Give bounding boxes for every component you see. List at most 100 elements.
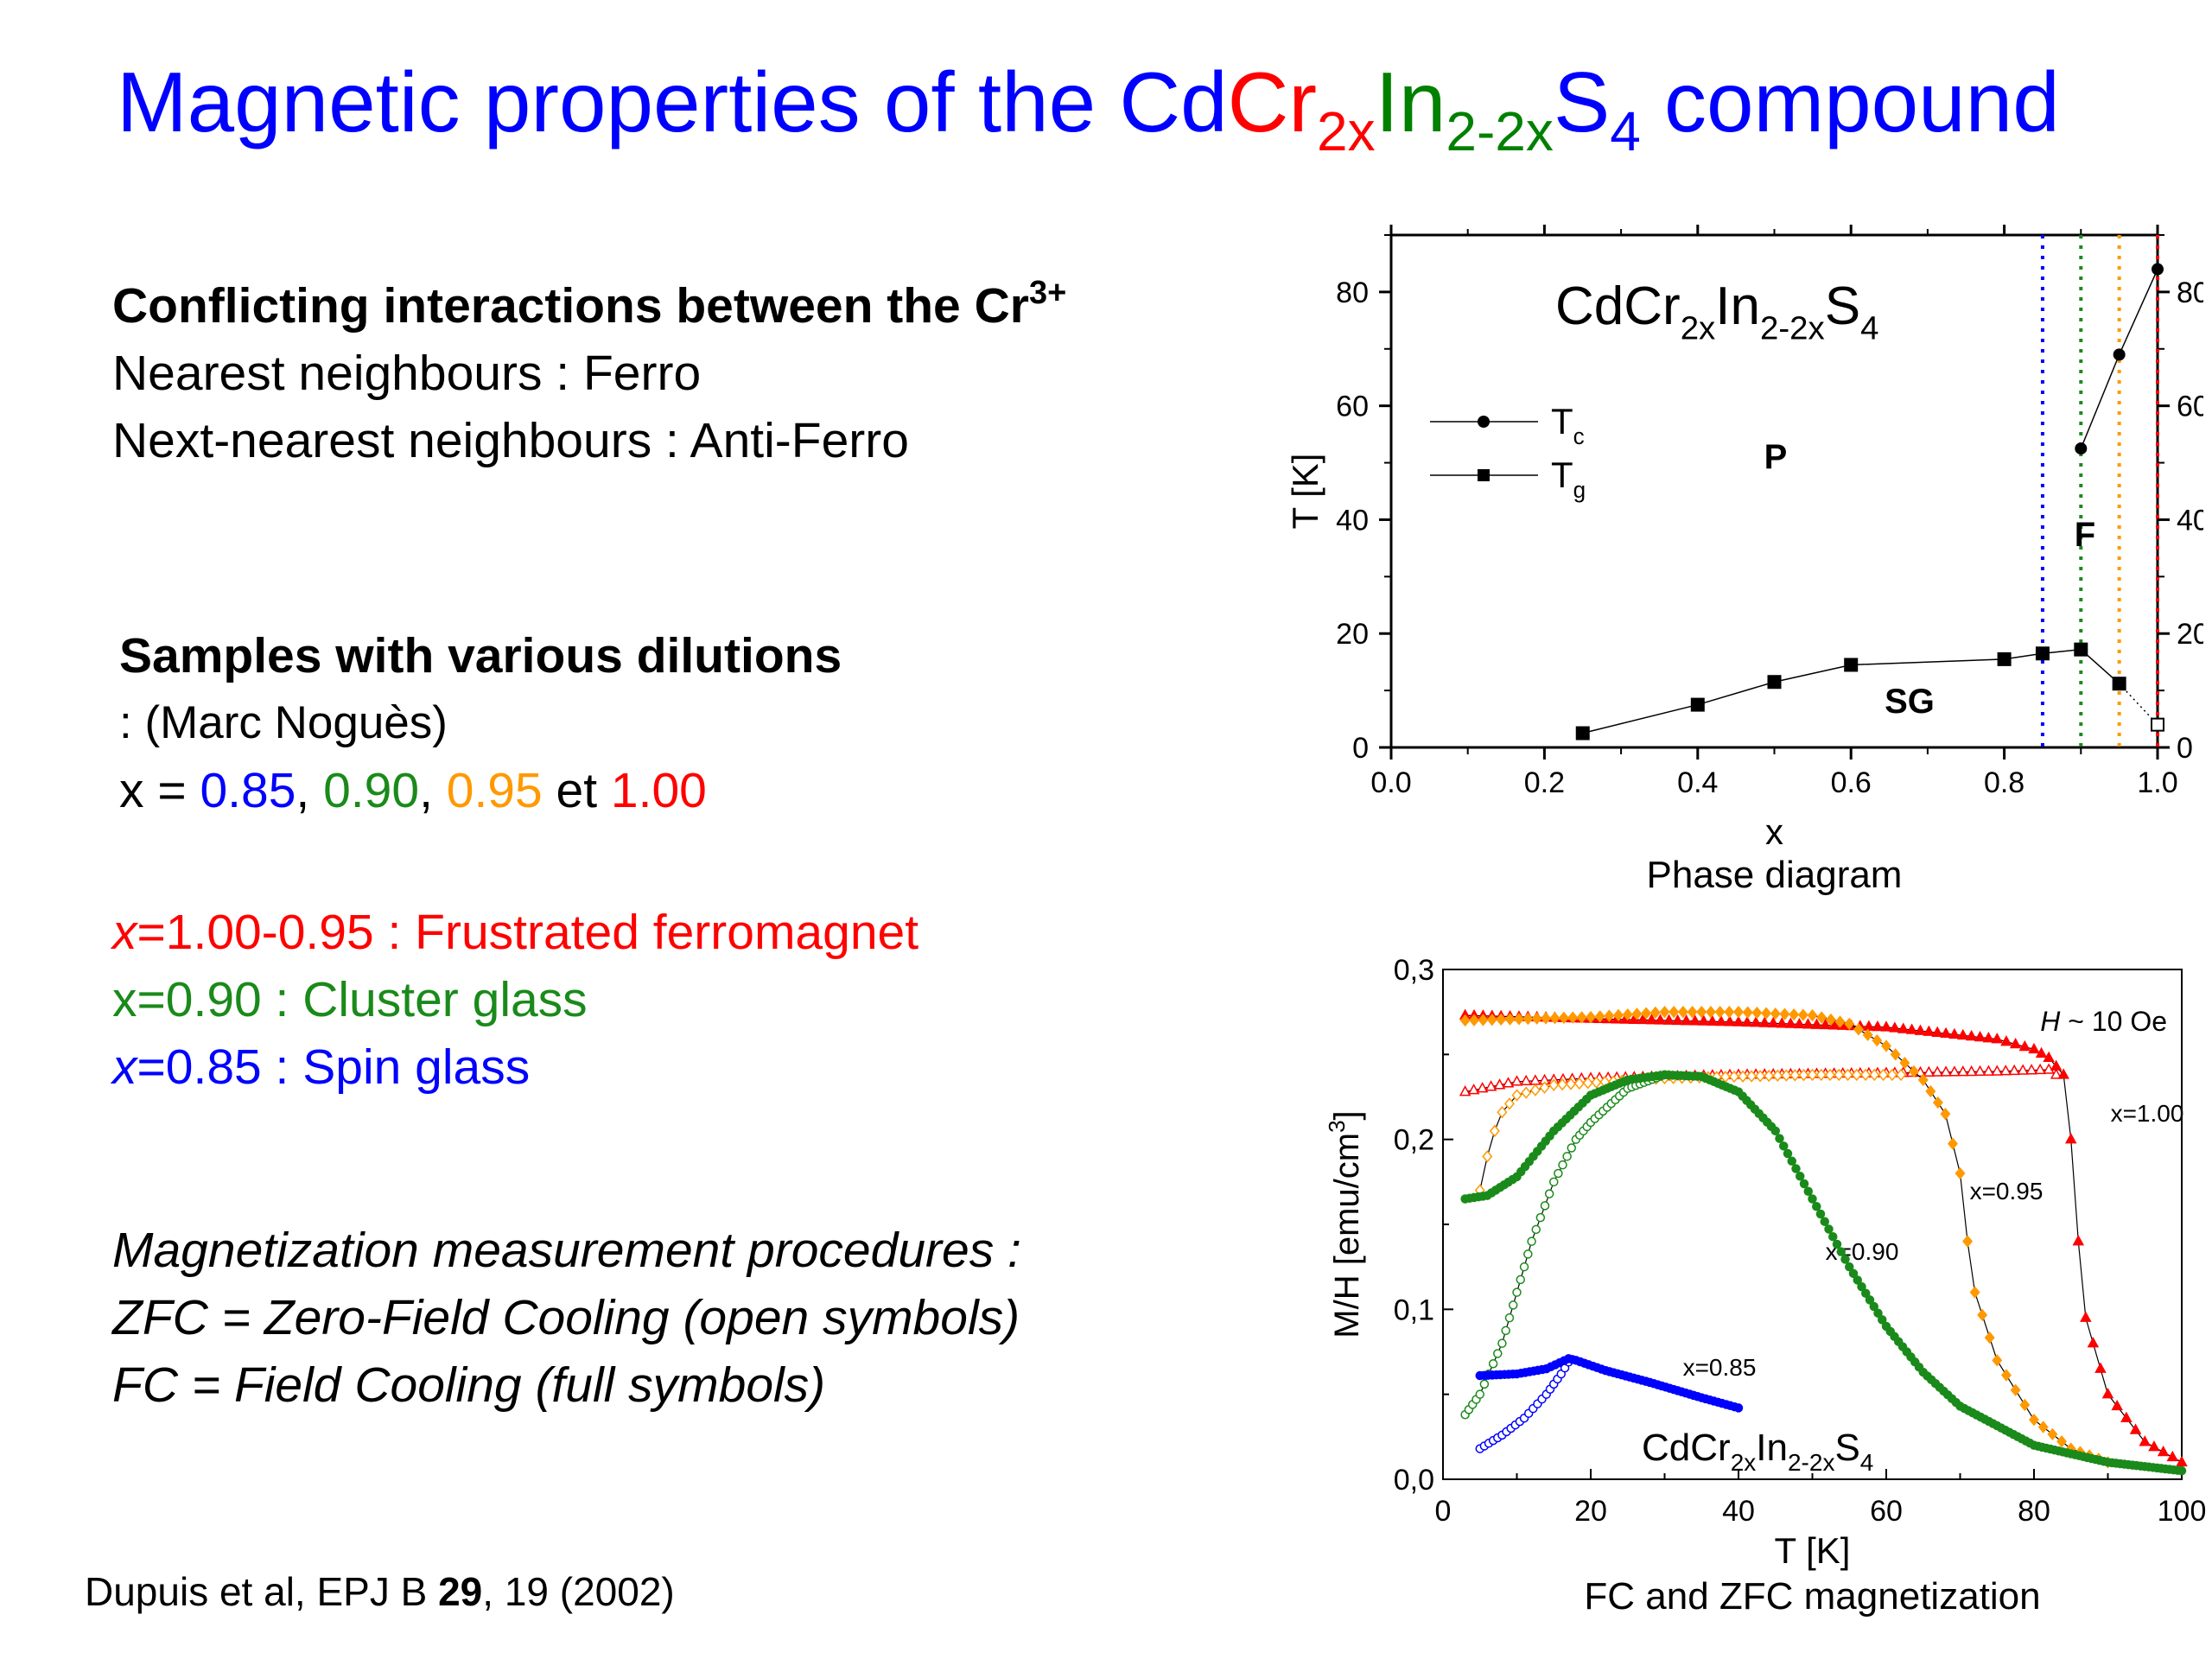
data-point-triangle [1974, 1065, 1986, 1077]
nearest-neighbours-text: Nearest neighbours : Ferro [112, 346, 702, 401]
data-point-triangle [2111, 1399, 2123, 1411]
data-point-triangle [1680, 1014, 1693, 1026]
data-point-triangle [2028, 1042, 2040, 1054]
x-tick-label: 60 [1870, 1495, 1903, 1528]
x-axis-label: x [1765, 811, 1783, 852]
data-point-diamond [1977, 1308, 1988, 1322]
data-point-circle [1531, 1224, 1541, 1235]
data-point-circle [1812, 1201, 1821, 1211]
data-point-diamond [1459, 1014, 1471, 1027]
data-point-circle [1861, 1288, 1871, 1299]
data-point-diamond [1899, 1056, 1910, 1070]
x-tick-label: 0.6 [1831, 766, 1872, 799]
y-tick-label: 0,0 [1394, 1464, 1434, 1497]
data-point-triangle [1982, 1032, 1995, 1043]
data-point-circle [1832, 1239, 1842, 1249]
data-point-circle [1475, 1389, 1484, 1399]
data-point-diamond [1714, 1005, 1726, 1019]
data-point-triangle [1810, 1018, 1823, 1029]
data-point-diamond [1631, 1007, 1643, 1020]
data-point-diamond [1521, 1086, 1532, 1099]
data-point-triangle [1923, 1025, 1936, 1036]
data-point-diamond [2029, 1413, 2039, 1427]
data-point-triangle [2017, 1064, 2029, 1075]
data-point-triangle [1957, 1065, 1969, 1077]
data-point-triangle [2166, 1450, 2179, 1462]
data-point-triangle [1724, 1015, 1736, 1027]
data-point-diamond [1586, 1010, 1596, 1024]
data-point-diamond [1677, 1005, 1688, 1019]
data-point-diamond [1842, 1068, 1853, 1082]
plot-frame [1442, 969, 2183, 1480]
data-point-diamond [1582, 1077, 1593, 1090]
data-point-triangle [2064, 1133, 2077, 1144]
data-point-diamond [1497, 1106, 1508, 1119]
data-point-triangle [1758, 1016, 1770, 1027]
data-point-diamond [1955, 1166, 1966, 1180]
region-label-f: F [2075, 516, 2095, 554]
data-point-triangle [1991, 1065, 2004, 1076]
data-point-diamond [1789, 1007, 1800, 1021]
procedures-block: Magnetization measurement procedures : Z… [112, 1217, 1021, 1419]
tg-point [1690, 697, 1705, 712]
regimes-block: x=1.00-0.95 : Frustrated ferromagnet x=0… [112, 899, 918, 1101]
data-point-triangle [1914, 1024, 1927, 1035]
data-point-circle [1516, 1274, 1526, 1285]
data-point-circle [1808, 1194, 1817, 1204]
data-point-circle [1820, 1217, 1829, 1226]
data-point-diamond [1641, 1007, 1652, 1020]
data-point-circle [1540, 1201, 1550, 1211]
tc-point [2152, 263, 2164, 276]
data-point-circle [1815, 1209, 1826, 1219]
series-label: x=1.00 [2111, 1100, 2184, 1127]
data-point-diamond [1851, 1068, 1862, 1082]
data-point-diamond [1594, 1010, 1605, 1023]
data-point-triangle [1715, 1014, 1727, 1027]
data-point-diamond [1834, 1068, 1845, 1082]
data-point-triangle [1741, 1015, 1753, 1027]
data-point-diamond [1807, 1008, 1818, 1022]
data-point-circle [1783, 1148, 1793, 1159]
next-nearest-neighbours-text: Next-nearest neighbours : Anti-Ferro [112, 413, 909, 468]
data-point-circle [1519, 1262, 1529, 1272]
data-point-circle [1779, 1141, 1789, 1151]
x-tick-label: 0.4 [1677, 766, 1718, 799]
data-point-diamond [1815, 1068, 1827, 1082]
data-point-circle [1488, 1359, 1498, 1369]
y-tick-label-right: 20 [2177, 618, 2203, 651]
data-point-diamond [1890, 1048, 1901, 1061]
samples-heading: Samples with various dilutions [119, 628, 842, 683]
cluster-line: x=0.90 : Cluster glass [112, 972, 588, 1027]
data-point-circle [1544, 1189, 1554, 1198]
data-point-triangle [1880, 1020, 1892, 1032]
y-tick-label: 0,1 [1394, 1294, 1434, 1326]
y-tick-label-right: 60 [2177, 391, 2203, 423]
data-point-diamond [1539, 1081, 1550, 1094]
tc-point [2113, 348, 2126, 361]
legend-marker-tg [1478, 469, 1490, 481]
data-point-triangle [1637, 1013, 1649, 1025]
data-point-diamond [2037, 1421, 2049, 1433]
data-point-diamond [1917, 1073, 1929, 1087]
x-tick-label: 40 [1722, 1495, 1755, 1528]
data-point-diamond [1522, 1012, 1534, 1026]
legend-label-tc: Tc [1551, 401, 1585, 449]
data-point-diamond [1548, 1078, 1560, 1091]
data-point-triangle [1767, 1016, 1780, 1028]
data-point-diamond [1797, 1008, 1808, 1021]
data-point-triangle [2000, 1035, 2012, 1046]
data-point-diamond [1940, 1107, 1951, 1121]
data-point-triangle [1923, 1065, 1936, 1077]
data-point-diamond [1504, 1013, 1516, 1026]
spin-line: x=0.85 : Spin glass [112, 1039, 531, 1095]
data-point-circle [1497, 1338, 1507, 1348]
data-point-circle [1865, 1295, 1875, 1305]
data-point-triangle [1776, 1017, 1789, 1028]
data-point-triangle [2057, 1068, 2069, 1079]
data-point-triangle [1897, 1022, 1910, 1033]
data-point-triangle [1905, 1023, 1918, 1034]
data-point-triangle [1974, 1030, 1986, 1042]
data-point-diamond [1496, 1013, 1507, 1027]
data-point-diamond [1566, 1077, 1576, 1090]
data-point-triangle [1459, 1085, 1471, 1096]
